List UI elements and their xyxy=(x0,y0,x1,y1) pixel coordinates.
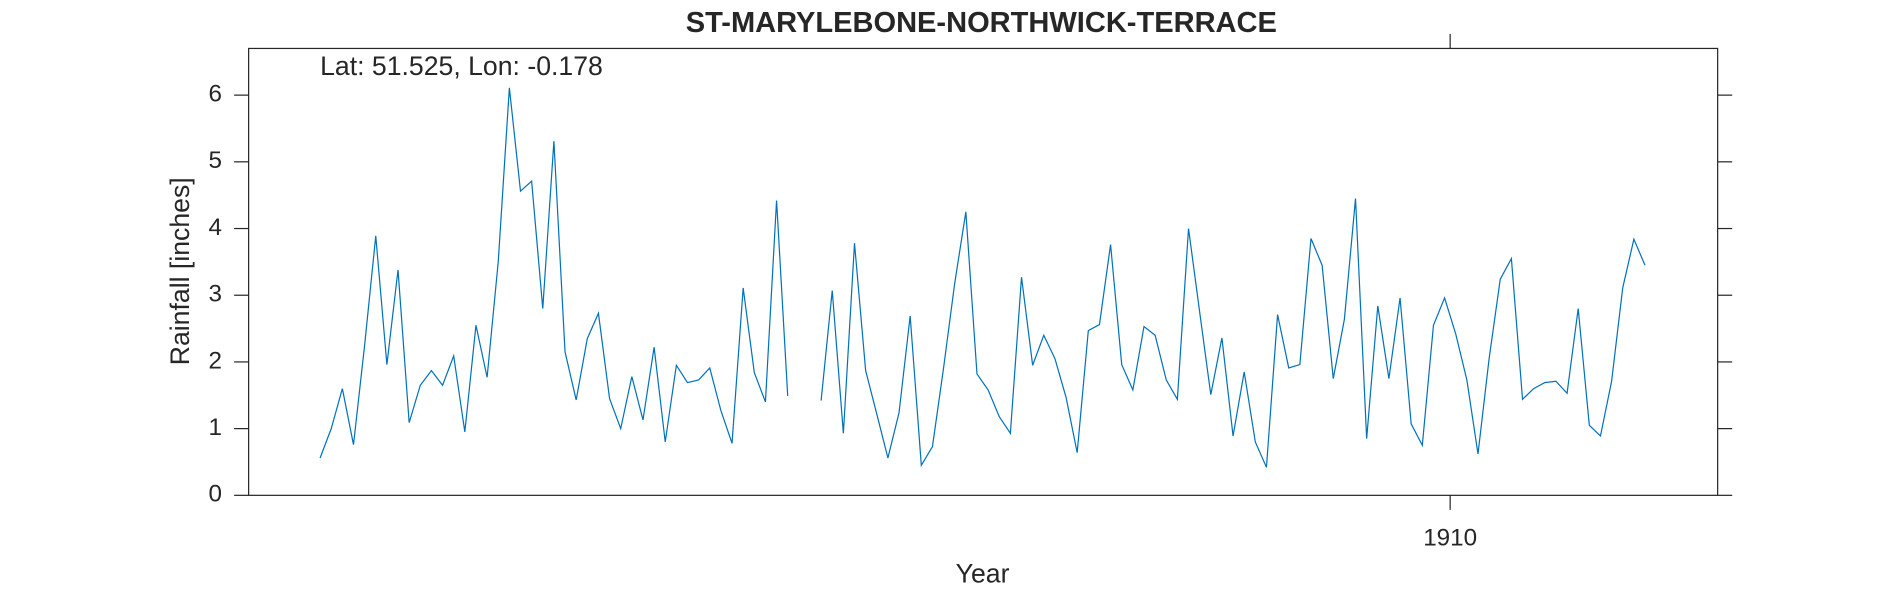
y-tick-label: 4 xyxy=(209,214,222,241)
y-tick-label: 3 xyxy=(209,281,222,308)
chart-title: ST-MARYLEBONE-NORTHWICK-TERRACE xyxy=(686,7,1277,39)
y-tick-label: 6 xyxy=(209,81,222,108)
x-tick-label: 1910 xyxy=(1423,524,1477,551)
annotation: Lat: 51.525, Lon: -0.178 xyxy=(320,51,603,81)
y-axis-label: Rainfall [inches] xyxy=(165,177,195,365)
plot-frame xyxy=(248,47,1719,496)
y-tick-label: 2 xyxy=(209,347,222,374)
data-line xyxy=(319,87,1646,468)
y-tick-label: 0 xyxy=(209,481,222,508)
y-tick-label: 5 xyxy=(209,147,222,174)
x-axis-label: Year xyxy=(956,558,1010,588)
y-tick-label: 1 xyxy=(209,414,222,441)
